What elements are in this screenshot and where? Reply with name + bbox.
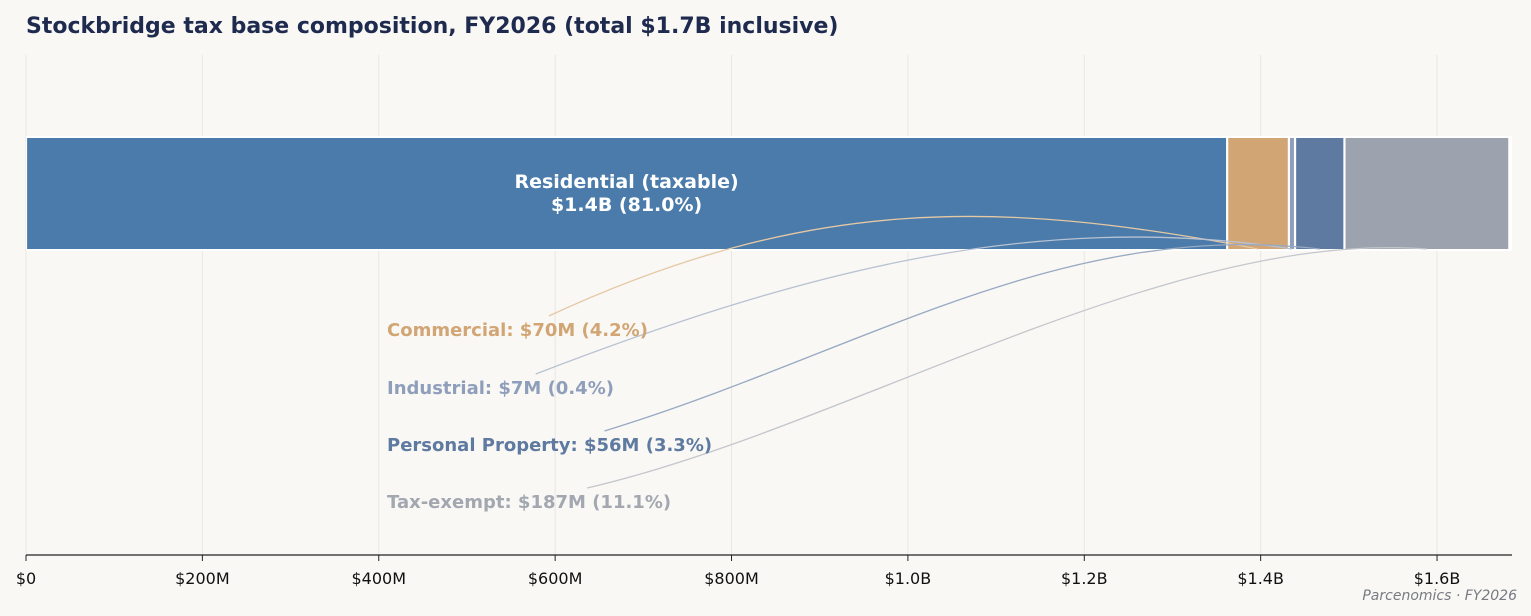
bar-segment-0 [27, 138, 1227, 249]
tick-label-2: $400M [351, 569, 406, 588]
bar-segment-value-0: $1.4B (81.0%) [551, 194, 702, 216]
annotation-3: Personal Property: $56M (3.3%) [387, 435, 712, 456]
annotation-connector-1 [548, 215, 1259, 317]
chart-title: Stockbridge tax base composition, FY2026… [26, 14, 838, 39]
credit-text: Parcenomics · FY2026 [1362, 588, 1517, 604]
annotation-1: Commercial: $70M (4.2%) [387, 320, 648, 341]
annotation-connector-4 [587, 247, 1427, 489]
annotation-2: Industrial: $7M (0.4%) [387, 378, 614, 399]
tick-label-7: $1.4B [1237, 569, 1284, 588]
annotation-4: Tax-exempt: $187M (11.1%) [387, 492, 671, 513]
annotations: Commercial: $70M (4.2%) Industrial: $7M (… [387, 320, 712, 513]
tick-label-3: $600M [528, 569, 583, 588]
annotation-connectors [535, 215, 1427, 489]
x-axis-ticks: $0 $200M $400M $600M $800M $1.0B $1.2B $1.4B $1.… [16, 555, 1461, 588]
annotation-connector-3 [604, 244, 1320, 432]
tick-label-1: $200M [175, 569, 230, 588]
stacked-bar: Residential (taxable)$1.4B (81.0%) [26, 136, 1512, 251]
tick-label-6: $1.2B [1061, 569, 1108, 588]
tick-label-5: $1.0B [885, 569, 932, 588]
annotation-connector-2 [535, 236, 1293, 375]
bar-segment-2 [1289, 138, 1294, 249]
bar-segment-1 [1228, 138, 1288, 249]
bar-segment-3 [1296, 138, 1344, 249]
bar-segment-label-0: Residential (taxable) [514, 171, 738, 193]
tick-label-8: $1.6B [1414, 569, 1461, 588]
tick-label-4: $800M [704, 569, 759, 588]
tick-label-0: $0 [16, 569, 36, 588]
bar-segment-4 [1345, 138, 1509, 249]
